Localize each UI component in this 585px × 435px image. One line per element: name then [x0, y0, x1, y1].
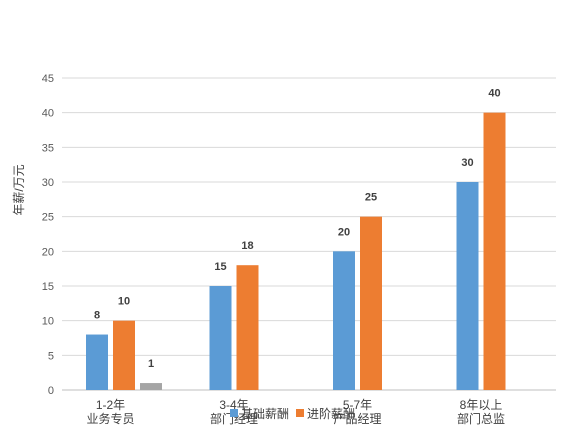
legend-swatch [296, 409, 304, 417]
legend: 基础薪酬 进阶薪酬 [230, 407, 355, 421]
x-category-label: 8年以上 [460, 398, 503, 412]
bar [360, 216, 382, 390]
data-label: 20 [338, 226, 350, 238]
bar [236, 265, 259, 390]
bar [140, 383, 162, 390]
data-labels: 8 10 1 15 18 20 25 30 40 [94, 88, 501, 370]
data-label: 30 [461, 157, 473, 169]
x-category-label: 5-7年 [343, 398, 372, 412]
y-axis-ticks: 0 5 10 15 20 25 30 35 40 45 [42, 73, 54, 397]
data-label: 10 [118, 296, 130, 308]
legend-label: 进阶薪酬 [307, 407, 355, 421]
data-label: 18 [241, 240, 253, 252]
x-category-label: 业务专员 [86, 411, 134, 426]
data-label: 8 [94, 310, 100, 322]
y-tick-label: 25 [42, 212, 54, 224]
bar [86, 334, 108, 390]
bars [86, 112, 506, 391]
x-category-label: 产品经理 [333, 412, 381, 426]
y-tick-label: 10 [42, 316, 54, 328]
x-category-label: 部门经理 [210, 411, 258, 426]
x-category-label: 1-2年 [96, 398, 125, 412]
bar [209, 286, 232, 390]
y-tick-label: 30 [42, 177, 54, 189]
legend-swatch [230, 409, 238, 417]
y-tick-label: 15 [42, 281, 54, 293]
bar [483, 112, 506, 391]
bar [456, 182, 479, 390]
y-tick-label: 0 [48, 385, 54, 397]
data-label: 1 [148, 358, 154, 370]
legend-label: 基础薪酬 [241, 407, 289, 421]
y-tick-label: 35 [42, 142, 54, 154]
x-category-label: 部门总监 [457, 411, 505, 426]
y-tick-label: 20 [42, 246, 54, 258]
y-tick-label: 5 [48, 350, 54, 362]
y-tick-label: 40 [42, 108, 54, 120]
bar [333, 251, 355, 390]
y-tick-label: 45 [42, 73, 54, 85]
data-label: 15 [214, 261, 226, 273]
data-label: 40 [488, 88, 500, 100]
x-category-label: 3-4年 [219, 398, 248, 412]
bar [113, 320, 135, 390]
gridlines [62, 77, 556, 391]
data-label: 25 [365, 192, 377, 204]
y-axis-title: 年薪/万元 [12, 164, 26, 215]
